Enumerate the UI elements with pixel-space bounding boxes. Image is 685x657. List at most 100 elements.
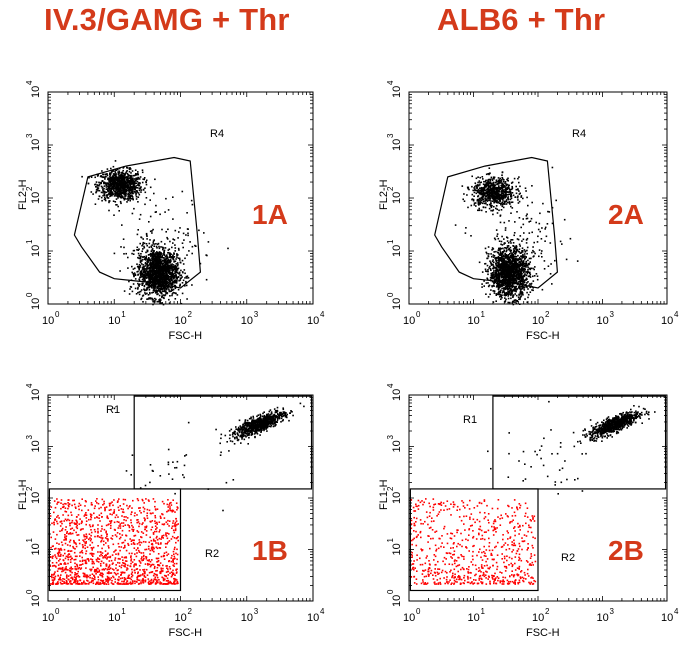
event-dot <box>496 273 498 275</box>
event-dot <box>160 287 163 289</box>
event-dot <box>115 183 118 186</box>
y-tick-label: 10 <box>30 298 42 310</box>
event-dot <box>158 280 160 283</box>
event-dot <box>490 196 493 198</box>
event-dot <box>484 268 487 271</box>
event-dot <box>523 286 525 288</box>
event-dot <box>164 280 167 282</box>
event-dot <box>148 289 151 291</box>
event-dot <box>500 276 503 279</box>
event-dot <box>148 286 150 289</box>
event-dot <box>162 259 164 262</box>
event-dot <box>475 192 478 195</box>
event-dot <box>173 282 175 284</box>
event-dot <box>124 174 126 177</box>
event-dot <box>113 178 115 181</box>
event-dot <box>535 273 538 275</box>
event-dot <box>173 265 176 268</box>
event-dot <box>537 235 539 238</box>
event-dot <box>516 238 519 240</box>
event-dot <box>543 260 546 262</box>
event-dot <box>120 195 123 197</box>
event-dot <box>174 287 177 290</box>
event-dot <box>531 231 533 234</box>
event-dot <box>555 199 557 202</box>
event-dot <box>499 294 502 296</box>
event-dot <box>147 294 150 296</box>
event-dot <box>125 188 127 191</box>
event-dot <box>173 280 175 283</box>
event-dot <box>493 282 496 284</box>
event-dot <box>533 251 535 253</box>
event-dot <box>501 255 503 258</box>
event-dot <box>502 197 505 200</box>
event-dot <box>169 271 171 273</box>
event-dot <box>174 279 176 282</box>
event-dot <box>488 194 490 196</box>
event-dot <box>476 187 479 189</box>
event-dot <box>127 189 129 191</box>
event-dot <box>501 201 503 204</box>
event-dot <box>165 231 167 233</box>
event-dot <box>513 177 516 180</box>
event-dot <box>256 433 259 435</box>
event-dot <box>172 258 174 260</box>
event-dot <box>167 258 170 261</box>
event-dot <box>523 286 526 289</box>
event-dot <box>512 303 515 306</box>
event-dot <box>134 178 136 180</box>
x-tick-exponent: 2 <box>188 310 193 319</box>
event-dot <box>508 290 511 292</box>
event-dot <box>493 274 495 276</box>
event-dot <box>505 247 508 250</box>
event-dot <box>487 180 489 182</box>
event-dot <box>524 250 527 253</box>
event-dot <box>483 184 486 187</box>
event-dot <box>501 274 504 276</box>
event-dot <box>166 262 168 264</box>
event-dot <box>497 286 500 289</box>
event-dot <box>525 277 528 280</box>
event-dot <box>174 229 177 232</box>
panel-1a: 100101102103104100101102103104FSC-HFL2-H… <box>17 80 325 342</box>
event-dot <box>149 261 152 264</box>
event-dot <box>118 180 120 182</box>
event-dot <box>144 271 147 274</box>
event-dot <box>496 183 499 185</box>
event-dot <box>490 262 492 265</box>
y-tick-exponent: 2 <box>25 486 34 491</box>
event-dot <box>519 192 521 195</box>
event-dot <box>181 242 184 244</box>
event-dot <box>125 190 128 193</box>
event-dot <box>524 262 527 265</box>
event-dot <box>144 272 147 275</box>
event-dot <box>155 264 158 267</box>
event-dot <box>487 185 490 188</box>
event-dot <box>163 287 166 290</box>
event-dot <box>133 181 136 183</box>
event-dot <box>518 269 521 271</box>
event-dot <box>496 199 498 202</box>
event-dot <box>513 266 515 269</box>
event-dot <box>163 285 166 288</box>
event-dot <box>509 285 512 288</box>
event-dot <box>122 178 124 181</box>
event-dot <box>113 182 115 184</box>
panel-label: 1A <box>252 199 288 230</box>
event-dot <box>152 259 154 261</box>
event-dot <box>488 186 490 189</box>
event-dot <box>505 191 507 193</box>
event-dot <box>532 249 534 252</box>
event-dot <box>497 180 500 183</box>
event-dot <box>160 291 163 294</box>
event-dot <box>164 276 166 279</box>
event-dot <box>116 181 118 184</box>
event-dot <box>147 273 150 276</box>
event-dot <box>148 272 151 274</box>
event-dot <box>480 188 482 190</box>
x-tick-exponent: 3 <box>610 310 615 319</box>
event-dot <box>487 187 489 190</box>
event-dot <box>152 240 155 242</box>
event-dot <box>521 287 523 290</box>
event-dot <box>136 249 138 251</box>
